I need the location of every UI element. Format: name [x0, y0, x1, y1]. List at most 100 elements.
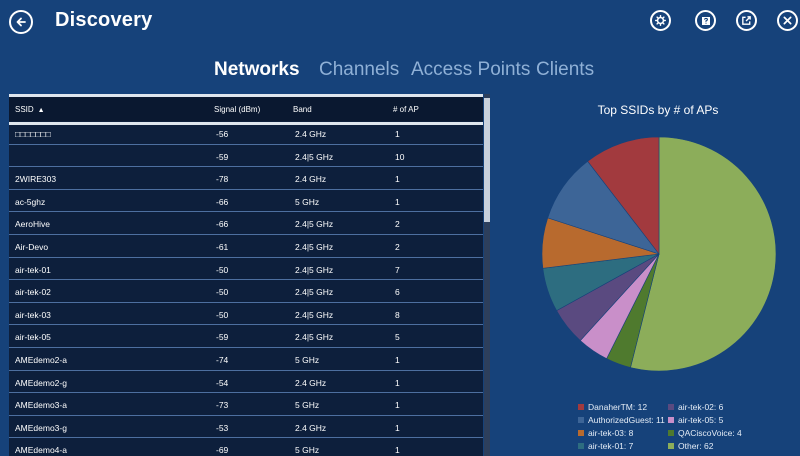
scrollbar-thumb[interactable] — [484, 98, 490, 222]
table-row[interactable]: AMEdemo2-g -54 2.4 GHz 1 — [9, 371, 483, 394]
tab-clients[interactable]: Clients — [536, 59, 595, 80]
tab-channels[interactable]: Channels — [319, 59, 400, 80]
legend-item: air-tek-01: 7 — [578, 441, 633, 451]
cell-ssid: AMEdemo2-a — [15, 354, 67, 365]
table-row[interactable]: AMEdemo3-a -73 5 GHz 1 — [9, 393, 483, 416]
table-body: □□□□□□□ -56 2.4 GHz 1 -59 2.4|5 GHz 10 2WIRE303… — [9, 122, 483, 456]
help-icon — [701, 16, 710, 25]
app-header: Discovery — [0, 0, 800, 46]
legend-label: air-tek-02: 6 — [678, 402, 724, 412]
cell-aps: 1 — [395, 422, 400, 433]
share-button[interactable] — [736, 10, 757, 31]
chart-legend: DanaherTM: 12 air-tek-02: 6 AuthorizedGues… — [578, 402, 800, 456]
cell-band: 5 GHz — [295, 445, 320, 456]
table-row[interactable]: □□□□□□□ -56 2.4 GHz 1 — [9, 122, 483, 145]
table-row[interactable]: air-tek-03 -50 2.4|5 GHz 8 — [9, 303, 483, 326]
legend-label: AuthorizedGuest: 11 — [588, 415, 665, 425]
cell-signal: -50 — [216, 287, 229, 298]
pie-slice-other[interactable] — [630, 136, 777, 372]
cell-aps: 1 — [395, 196, 400, 207]
table-row[interactable]: AeroHive -66 2.4|5 GHz 2 — [9, 212, 483, 235]
gear-icon — [655, 15, 666, 26]
help-button[interactable] — [695, 10, 716, 31]
table-row[interactable]: Air-Devo -61 2.4|5 GHz 2 — [9, 235, 483, 258]
table-row[interactable]: AMEdemo2-a -74 5 GHz 1 — [9, 348, 483, 371]
table-row[interactable]: air-tek-05 -59 2.4|5 GHz 5 — [9, 325, 483, 348]
cell-ssid: AMEdemo3-g — [15, 422, 67, 433]
legend-item: AuthorizedGuest: 11 — [578, 415, 665, 425]
table-row[interactable]: air-tek-02 -50 2.4|5 GHz 6 — [9, 280, 483, 303]
networks-table: SSID ▲ Signal (dBm) Band # of AP □□□□□□□ -… — [9, 94, 483, 456]
cell-signal: -50 — [216, 264, 229, 275]
cell-signal: -59 — [216, 151, 229, 162]
legend-item: DanaherTM: 12 — [578, 402, 647, 412]
cell-aps: 2 — [395, 219, 400, 230]
cell-aps: 1 — [395, 445, 400, 456]
cell-band: 2.4|5 GHz — [295, 332, 334, 343]
table-scrollbar[interactable] — [484, 94, 490, 456]
cell-band: 5 GHz — [295, 400, 320, 411]
tab-access-points[interactable]: Access Points — [411, 59, 531, 80]
close-button[interactable] — [777, 10, 798, 31]
cell-signal: -78 — [216, 174, 229, 185]
tab-networks[interactable]: Networks — [214, 59, 300, 80]
cell-band: 2.4 GHz — [295, 174, 327, 185]
cell-signal: -61 — [216, 241, 229, 252]
cell-ssid: 2WIRE303 — [15, 174, 57, 185]
column-header-signal[interactable]: Signal (dBm) — [214, 105, 261, 114]
cell-band: 2.4 GHz — [295, 422, 327, 433]
cell-aps: 7 — [395, 264, 400, 275]
cell-signal: -56 — [216, 129, 229, 139]
cell-ssid: air-tek-01 — [15, 264, 51, 275]
cell-ssid: AMEdemo2-g — [15, 377, 67, 388]
cell-signal: -74 — [216, 354, 229, 365]
cell-signal: -53 — [216, 422, 229, 433]
column-header-ssid[interactable]: SSID ▲ — [15, 105, 45, 114]
cell-band: 2.4|5 GHz — [295, 309, 334, 320]
legend-label: Other: 62 — [678, 441, 714, 451]
cell-band: 2.4|5 GHz — [295, 241, 334, 252]
cell-band: 2.4|5 GHz — [295, 264, 334, 275]
cell-ssid: air-tek-05 — [15, 332, 51, 343]
settings-button[interactable] — [650, 10, 671, 31]
cell-aps: 1 — [395, 354, 400, 365]
cell-aps: 10 — [395, 151, 405, 162]
cell-aps: 1 — [395, 174, 400, 185]
table-row[interactable]: AMEdemo3-g -53 2.4 GHz 1 — [9, 416, 483, 439]
view-tabs: Networks Channels Access Points Clients — [0, 59, 800, 85]
cell-signal: -66 — [216, 219, 229, 230]
legend-item: air-tek-03: 8 — [578, 428, 633, 438]
cell-signal: -69 — [216, 445, 229, 456]
cell-aps: 6 — [395, 287, 400, 298]
pie-slice-danahertm[interactable] — [587, 136, 660, 255]
table-row[interactable]: air-tek-01 -50 2.4|5 GHz 7 — [9, 258, 483, 281]
cell-band: 2.4|5 GHz — [295, 219, 334, 230]
cell-band: 2.4|5 GHz — [295, 287, 334, 298]
table-row[interactable]: 2WIRE303 -78 2.4 GHz 1 — [9, 167, 483, 190]
legend-item: air-tek-02: 6 — [668, 402, 723, 412]
legend-item: Other: 62 — [668, 441, 713, 451]
table-top-divider — [9, 94, 483, 97]
column-header-band[interactable]: Band — [293, 105, 312, 114]
legend-label: air-tek-05: 5 — [678, 415, 724, 425]
legend-swatch — [578, 417, 584, 423]
back-button[interactable] — [9, 10, 33, 34]
cell-signal: -59 — [216, 332, 229, 343]
legend-swatch — [668, 430, 674, 436]
cell-aps: 1 — [395, 129, 400, 139]
cell-band: 5 GHz — [295, 354, 320, 365]
cell-ssid: □□□□□□□ — [15, 129, 51, 139]
table-row[interactable]: AMEdemo4-a -69 5 GHz 1 — [9, 438, 483, 456]
cell-band: 5 GHz — [295, 196, 320, 207]
legend-label: air-tek-03: 8 — [588, 428, 634, 438]
cell-ssid: AeroHive — [15, 219, 50, 230]
cell-ssid: AMEdemo4-a — [15, 445, 67, 456]
table-header: SSID ▲ Signal (dBm) Band # of AP — [9, 97, 483, 125]
legend-swatch — [668, 443, 674, 449]
cell-signal: -66 — [216, 196, 229, 207]
legend-label: DanaherTM: 12 — [588, 402, 648, 412]
cell-signal: -73 — [216, 400, 229, 411]
table-row[interactable]: ac-5ghz -66 5 GHz 1 — [9, 190, 483, 213]
column-header-ap-count[interactable]: # of AP — [393, 105, 419, 114]
table-row[interactable]: -59 2.4|5 GHz 10 — [9, 145, 483, 168]
